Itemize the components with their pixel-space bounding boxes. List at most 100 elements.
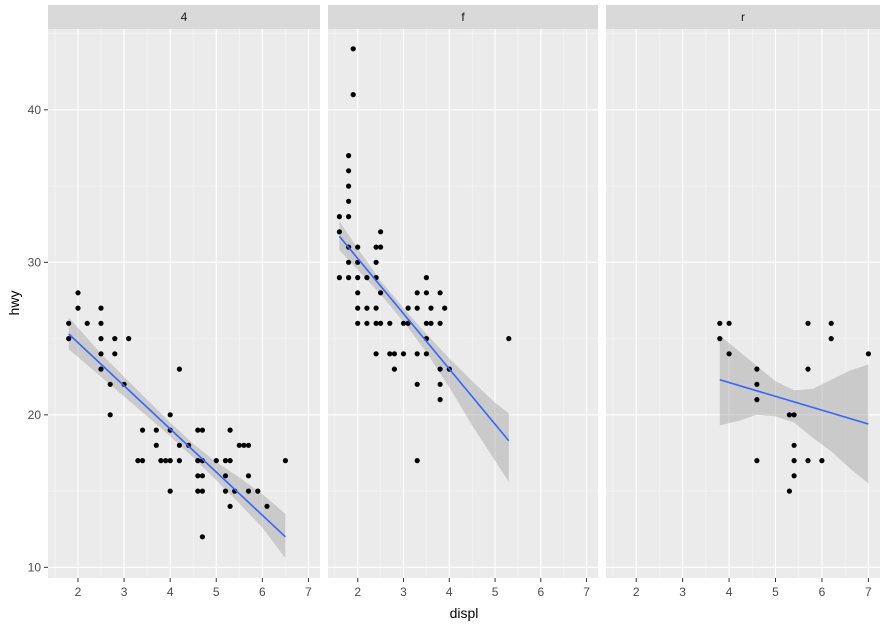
facet-strip-label: r: [741, 10, 745, 24]
data-point: [754, 458, 760, 464]
data-point: [336, 214, 342, 220]
panels-layer: 4 f r: [48, 5, 880, 578]
data-point: [414, 290, 420, 296]
data-point: [227, 427, 233, 433]
data-point: [791, 473, 797, 479]
data-point: [346, 214, 352, 220]
data-point: [199, 534, 205, 540]
data-point: [373, 244, 379, 250]
data-point: [176, 442, 182, 448]
data-point: [346, 153, 352, 159]
data-point: [437, 381, 443, 387]
data-point: [364, 305, 370, 311]
data-point: [222, 458, 229, 464]
data-point: [245, 488, 252, 494]
confidence-band: [68, 317, 286, 559]
data-point: [236, 442, 242, 448]
data-point: [387, 351, 393, 357]
x-tick-label-4: 4: [446, 585, 453, 599]
panel-background: [606, 29, 880, 578]
data-point: [176, 366, 182, 372]
data-point: [378, 290, 384, 296]
x-tick-label-3: 3: [121, 585, 128, 599]
data-point: [378, 320, 384, 326]
data-point: [98, 351, 104, 357]
data-point: [135, 458, 141, 464]
x-tick-label-6: 6: [819, 585, 826, 599]
data-point: [355, 275, 361, 281]
data-point: [819, 458, 825, 464]
x-tick-label-4: 4: [167, 585, 174, 599]
data-point: [158, 458, 164, 464]
data-point: [255, 488, 261, 494]
data-point: [139, 458, 146, 464]
data-point: [414, 351, 420, 357]
facet-panel-4: 4: [48, 5, 320, 578]
data-point: [112, 336, 118, 342]
facet-panel-f: f: [328, 5, 598, 578]
panel-background: [328, 29, 598, 578]
data-point: [437, 290, 443, 296]
data-point: [241, 442, 247, 448]
data-point: [423, 320, 429, 326]
y-tick-label-10: 10: [28, 560, 42, 574]
data-point: [791, 458, 797, 464]
data-point: [355, 320, 361, 326]
data-point: [199, 488, 205, 494]
data-point: [364, 320, 370, 326]
x-tick-label-2: 2: [354, 585, 361, 599]
data-point: [66, 336, 72, 342]
data-point: [66, 320, 72, 326]
watermark-text: https://blog.csdn.net/weixin_42320042: [657, 601, 878, 616]
data-point: [355, 244, 361, 250]
data-point: [805, 366, 811, 372]
x-tick-label-7: 7: [583, 585, 590, 599]
data-point: [75, 290, 81, 296]
data-point: [227, 458, 233, 464]
x-tick-label-7: 7: [865, 585, 872, 599]
data-point: [414, 305, 420, 311]
facet-strip-4: [48, 5, 320, 29]
y-tick-label-40: 40: [28, 103, 42, 117]
x-axis-title: displ: [450, 605, 479, 621]
data-point: [222, 488, 229, 494]
data-point: [414, 458, 420, 464]
data-point: [355, 305, 361, 311]
data-point: [791, 412, 797, 418]
data-point: [791, 442, 797, 448]
x-tick-label-6: 6: [259, 585, 266, 599]
data-point: [387, 320, 393, 326]
data-point: [754, 381, 760, 387]
data-point: [153, 427, 159, 433]
x-tick-label-7: 7: [305, 585, 312, 599]
facet-strip-f: [328, 5, 598, 29]
data-point: [75, 305, 81, 311]
data-point: [84, 320, 90, 326]
fit-line: [719, 378, 869, 425]
data-point: [98, 366, 104, 372]
axes-layer: 10 20 30 40 2 3 4 5 6 7 2 3 4 5 6 7 2 3 4 5 6 7: [28, 103, 872, 599]
data-point: [786, 488, 793, 494]
data-point: [437, 397, 443, 403]
x-tick-label-6: 6: [537, 585, 544, 599]
confidence-band: [719, 335, 869, 484]
data-point: [176, 458, 182, 464]
facet-panel-r: r: [606, 5, 880, 578]
data-point: [98, 320, 104, 326]
data-point: [195, 473, 201, 479]
data-point: [222, 473, 229, 479]
data-point: [437, 320, 443, 326]
data-point: [437, 366, 443, 372]
data-point: [346, 259, 352, 265]
data-point: [126, 336, 132, 342]
y-tick-label-20: 20: [28, 408, 42, 422]
data-point: [400, 351, 407, 357]
data-point: [245, 473, 252, 479]
data-point: [391, 366, 397, 372]
x-tick-label-3: 3: [679, 585, 686, 599]
data-point: [264, 503, 270, 509]
data-point: [428, 320, 434, 326]
x-tick-label-2: 2: [633, 585, 640, 599]
data-point: [786, 412, 793, 418]
data-point: [167, 488, 173, 494]
